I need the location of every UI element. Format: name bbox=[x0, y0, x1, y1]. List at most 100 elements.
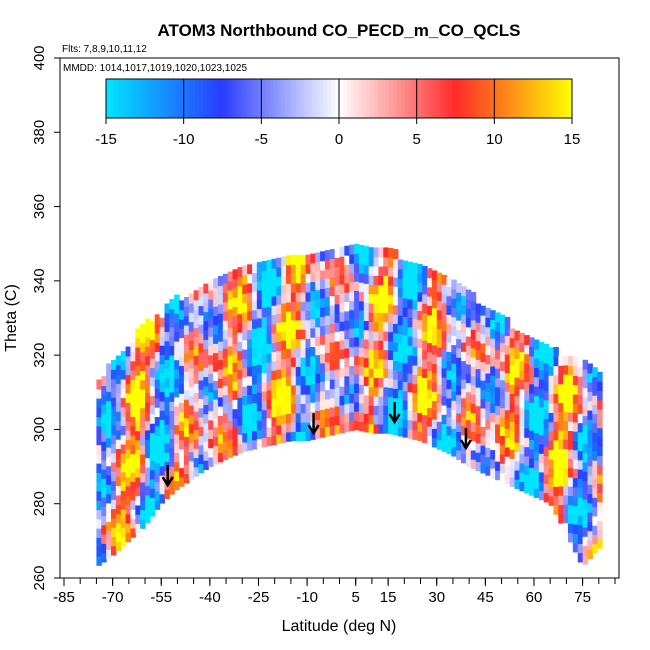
heatmap-cell bbox=[349, 300, 355, 311]
heatmap-cell bbox=[378, 321, 384, 332]
heatmap-cell bbox=[300, 254, 307, 265]
heatmap-cell bbox=[101, 552, 107, 563]
colorbar-swatch bbox=[269, 79, 274, 118]
heatmap-cell bbox=[145, 466, 151, 477]
heatmap-cell bbox=[392, 295, 399, 306]
heatmap-cell bbox=[538, 406, 545, 417]
heatmap-cell bbox=[169, 438, 175, 449]
heatmap-cell bbox=[213, 287, 219, 298]
heatmap-cell bbox=[115, 476, 122, 487]
colorbar-swatch bbox=[560, 79, 565, 118]
heatmap-cell bbox=[553, 476, 559, 487]
heatmap-cell bbox=[412, 411, 418, 422]
heatmap-cell bbox=[237, 313, 243, 324]
heatmap-cell bbox=[329, 388, 336, 399]
heatmap-cell bbox=[188, 442, 195, 453]
colorbar-swatch bbox=[432, 79, 437, 118]
heatmap-cell bbox=[568, 402, 574, 413]
heatmap-cell bbox=[213, 315, 219, 326]
heatmap-cell bbox=[587, 484, 593, 495]
heatmap-cell bbox=[568, 374, 574, 385]
heatmap-cell bbox=[592, 497, 598, 508]
heatmap-cell bbox=[465, 354, 472, 365]
colorbar-tick-label: 15 bbox=[564, 131, 581, 148]
y-tick-label: 300 bbox=[31, 417, 48, 442]
heatmap-cell bbox=[208, 317, 214, 328]
x-tick-label: 75 bbox=[574, 589, 591, 606]
heatmap-cell bbox=[179, 448, 185, 459]
heatmap-cell bbox=[373, 340, 379, 351]
heatmap-cell bbox=[402, 288, 409, 299]
colorbar-swatch bbox=[358, 79, 363, 118]
heatmap-cell bbox=[149, 488, 156, 498]
heatmap-cell bbox=[587, 419, 593, 430]
heatmap-cell bbox=[247, 320, 253, 330]
heatmap-cell bbox=[208, 308, 214, 319]
heatmap-cell bbox=[125, 393, 132, 403]
heatmap-cell bbox=[563, 364, 569, 375]
colorbar-swatch bbox=[183, 79, 189, 118]
heatmap-cell bbox=[553, 402, 559, 413]
heatmap-cell bbox=[329, 397, 336, 408]
heatmap-cell bbox=[281, 312, 287, 323]
heatmap-cell bbox=[154, 388, 161, 399]
heatmap-cell bbox=[363, 301, 370, 312]
heatmap-cell bbox=[587, 512, 593, 522]
heatmap-cell bbox=[217, 406, 224, 416]
heatmap-cell bbox=[402, 362, 409, 373]
heatmap-cell bbox=[368, 340, 375, 350]
heatmap-cell bbox=[412, 281, 418, 292]
heatmap-cell bbox=[193, 438, 200, 449]
heatmap-cell bbox=[344, 375, 350, 386]
heatmap-cell bbox=[188, 451, 195, 462]
heatmap-cell bbox=[392, 304, 399, 315]
heatmap-cell bbox=[475, 377, 482, 388]
heatmap-cell bbox=[587, 400, 593, 411]
heatmap-cell bbox=[120, 443, 127, 454]
heatmap-cell bbox=[96, 481, 102, 492]
heatmap-cell bbox=[582, 452, 589, 463]
heatmap-cell bbox=[320, 316, 326, 327]
heatmap-cell bbox=[543, 436, 550, 447]
heatmap-cell bbox=[247, 385, 253, 395]
heatmap-cell bbox=[509, 384, 516, 394]
heatmap-cell bbox=[431, 381, 438, 392]
heatmap-cell bbox=[470, 459, 477, 470]
heatmap-cell bbox=[266, 417, 273, 428]
heatmap-cell bbox=[213, 380, 219, 391]
heatmap-cell bbox=[349, 346, 355, 357]
heatmap-cell bbox=[485, 372, 491, 383]
heatmap-cell bbox=[101, 515, 107, 526]
heatmap-cell bbox=[475, 442, 482, 453]
heatmap-cell bbox=[320, 344, 326, 355]
heatmap-cell bbox=[120, 508, 127, 519]
heatmap-cell bbox=[256, 419, 263, 430]
heatmap-cell bbox=[577, 413, 584, 424]
heatmap-cell bbox=[237, 434, 243, 445]
heatmap-cell bbox=[480, 361, 486, 372]
heatmap-cell bbox=[553, 486, 559, 497]
heatmap-cell bbox=[251, 300, 258, 311]
heatmap-cell bbox=[558, 495, 564, 506]
heatmap-cell bbox=[106, 456, 112, 467]
heatmap-cell bbox=[315, 289, 321, 300]
colorbar-swatch bbox=[168, 79, 173, 118]
heatmap-cell bbox=[543, 344, 550, 354]
heatmap-cell bbox=[256, 336, 263, 347]
heatmap-cell bbox=[538, 434, 545, 445]
heatmap-cell bbox=[388, 331, 394, 342]
heatmap-cell bbox=[261, 325, 268, 336]
heatmap-cell bbox=[261, 353, 268, 364]
heatmap-cell bbox=[572, 514, 579, 525]
heatmap-cell bbox=[461, 397, 467, 408]
heatmap-cell bbox=[475, 433, 482, 444]
heatmap-cell bbox=[344, 264, 350, 275]
heatmap-cell bbox=[548, 430, 555, 441]
heatmap-cell bbox=[553, 346, 559, 357]
heatmap-cell bbox=[334, 285, 341, 296]
heatmap-cell bbox=[193, 373, 200, 384]
heatmap-cell bbox=[140, 407, 146, 418]
colorbar-swatch bbox=[568, 79, 573, 118]
heatmap-cell bbox=[286, 431, 292, 442]
